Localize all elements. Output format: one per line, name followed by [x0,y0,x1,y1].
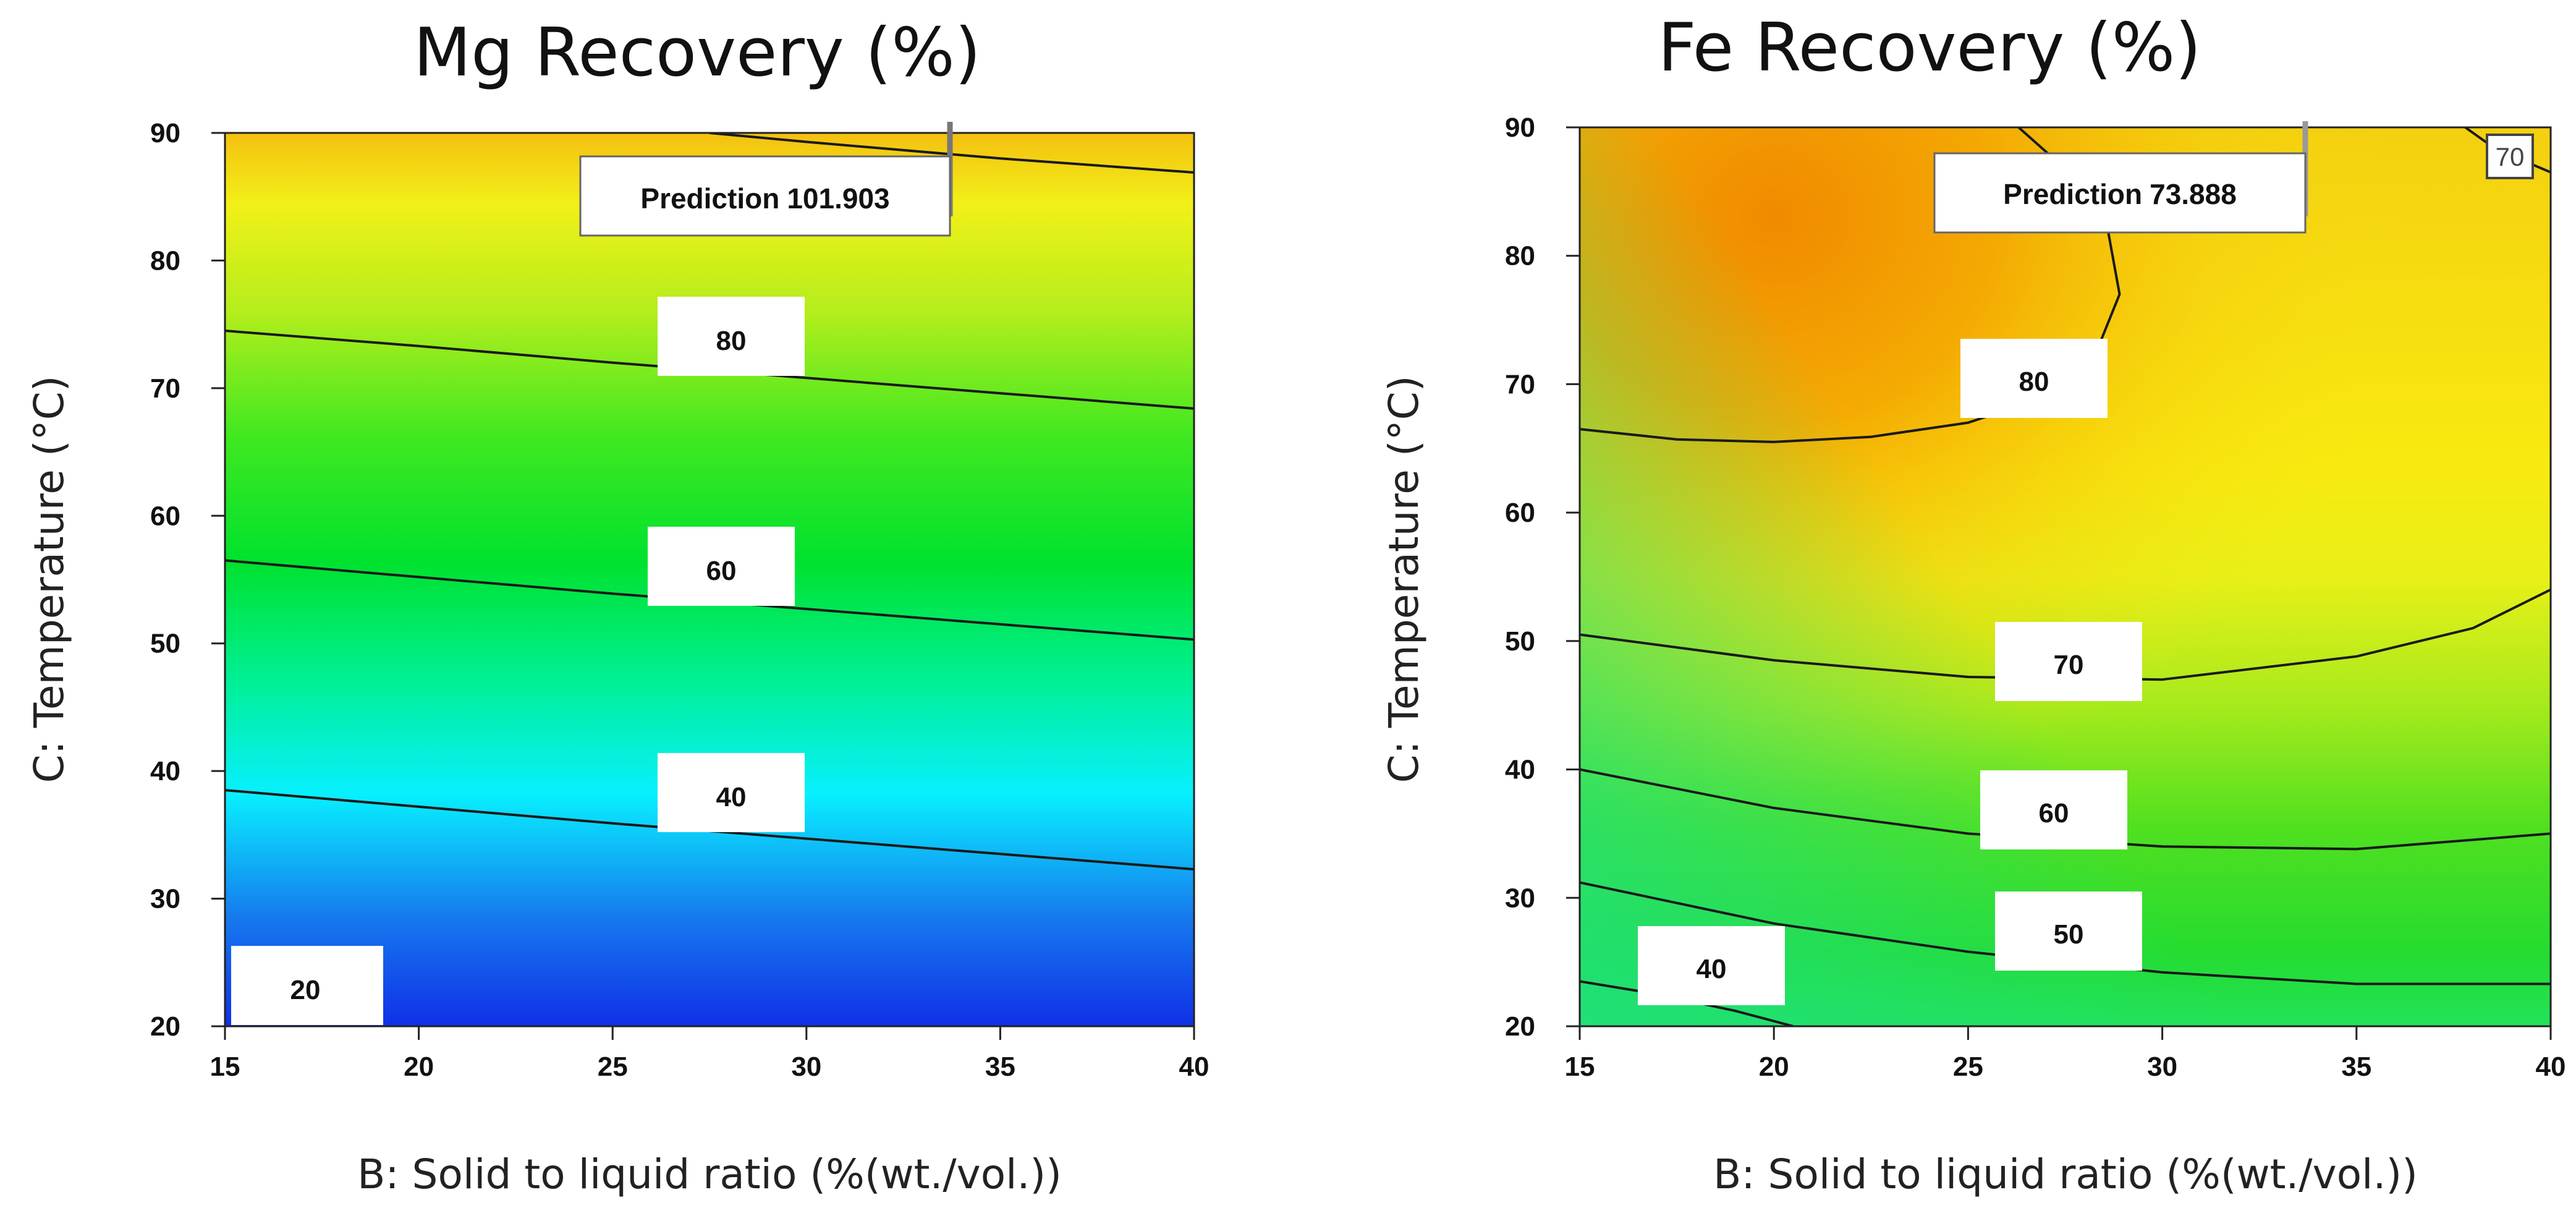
svg-text:80: 80 [2019,367,2049,397]
prediction-flag: Prediction 73.888 [1933,121,2308,234]
y-tick-label: 90 [1505,113,1535,143]
mg-recovery-plot: Mg Recovery (%) 15 20 25 30 35 40 20 30 40 50 60 7… [25,14,1209,1198]
x-axis-title: B: Solid to liquid ratio (%(wt./vol.)) [1713,1151,2418,1198]
x-axis-title: B: Solid to liquid ratio (%(wt./vol.)) [357,1151,1062,1198]
x-tick-label: 25 [1953,1052,1983,1082]
y-tick-label: 80 [150,245,180,276]
contour-label-80: 80 [1960,339,2108,418]
plot-lowcorner [1580,127,2551,1026]
chart-title: Fe Recovery (%) [1658,9,2201,87]
svg-text:80: 80 [716,326,747,356]
x-tick-label: 25 [598,1052,628,1082]
prediction-value: 101.903 [787,182,889,215]
contour-label-80: 80 [658,297,805,376]
svg-text:60: 60 [2039,798,2069,828]
svg-text:40: 40 [1697,954,1727,984]
y-tick-label: 70 [1505,369,1535,399]
y-tick-label: 30 [1505,883,1535,913]
contour-label-20: 20 [231,946,383,1025]
y-axis-title: C: Temperature (°C) [25,376,73,783]
contour-label-50: 50 [1995,891,2142,971]
svg-text:70: 70 [2054,650,2084,680]
y-tick-label: 90 [150,118,180,148]
prediction-label: Prediction [640,182,779,215]
y-tick-label: 60 [1505,498,1535,528]
svg-text:70: 70 [2496,142,2525,171]
y-tick-label: 40 [150,756,180,786]
x-tick-label: 30 [791,1052,821,1082]
y-tick-label: 40 [1505,755,1535,785]
x-tick-label: 30 [2147,1052,2177,1082]
y-tick-label: 50 [1505,626,1535,657]
x-tick-label: 35 [985,1052,1015,1082]
x-tick-label: 40 [2536,1052,2566,1082]
x-tick-label: 20 [404,1052,434,1082]
fe-recovery-plot: Fe Recovery (%) 15 20 25 30 35 40 20 30 40 50 60 7… [1380,9,2565,1198]
prediction-label: Prediction [2003,178,2142,210]
plot-frame [224,132,1195,1027]
chart-title: Mg Recovery (%) [413,14,981,91]
contour-line-70 [1580,589,2551,681]
x-tick-label: 15 [1565,1052,1595,1082]
y-tick-label: 80 [1505,241,1535,271]
x-tick-label: 15 [210,1052,240,1082]
y-tick-label: 60 [150,501,180,531]
contour-label-70-corner: 70 [2486,134,2534,179]
contour-label-60: 60 [1980,770,2127,849]
contour-label-60: 60 [648,527,795,606]
prediction-flag: Prediction 101.903 [579,122,953,237]
contour-label-40: 40 [658,753,805,832]
x-tick-label: 40 [1179,1052,1210,1082]
y-tick-label: 20 [1505,1011,1535,1042]
y-tick-label: 50 [150,629,180,659]
x-tick-label: 35 [2341,1052,2371,1082]
y-tick-label: 20 [150,1011,180,1042]
svg-text:60: 60 [706,556,737,586]
contour-label-70: 70 [1995,622,2142,701]
x-tick-label: 20 [1759,1052,1789,1082]
prediction-value: 73.888 [2150,178,2237,210]
contour-line-100 [709,133,1194,174]
y-tick-label: 30 [150,884,180,914]
y-tick-label: 70 [150,373,180,404]
svg-text:20: 20 [290,975,321,1005]
svg-text:50: 50 [2054,919,2084,950]
contour-label-40: 40 [1638,926,1785,1005]
plot-frame [1578,126,2552,1027]
y-axis-title: C: Temperature (°C) [1380,376,1428,783]
svg-text:40: 40 [716,782,747,812]
